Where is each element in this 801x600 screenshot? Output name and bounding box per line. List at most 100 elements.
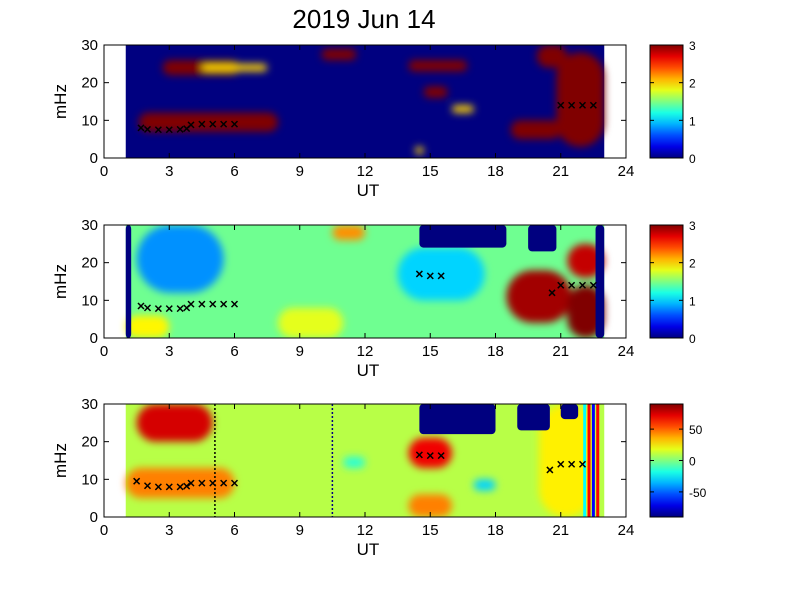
heatmap-blob-3	[408, 494, 452, 517]
series-point-stroke	[143, 125, 152, 133]
heatmap-blob-4	[473, 479, 496, 491]
series-point-stroke	[437, 272, 445, 280]
series-1	[415, 270, 445, 280]
heatmap-blob-1	[125, 468, 235, 499]
colorbar-tick-label: 2	[689, 257, 696, 271]
y-tick-label: 10	[81, 292, 98, 309]
heatmap-blob-6	[556, 52, 605, 147]
colorbar-tick-label: 1	[689, 114, 696, 128]
colorbar	[649, 44, 684, 159]
series-point-stroke	[198, 300, 206, 308]
heatmap-blob-1	[397, 247, 485, 301]
y-axis-label: mHz	[51, 443, 70, 478]
heatmap-blob-6	[539, 404, 594, 517]
heatmap-blob-0	[136, 404, 213, 442]
colorbar-tick-label: 0	[689, 152, 696, 166]
series-point-stroke	[437, 452, 445, 460]
y-tick-label: 30	[81, 217, 98, 234]
colorbar	[649, 224, 684, 339]
series-point-stroke	[230, 120, 239, 128]
y-tick-label: 20	[81, 75, 98, 92]
x-axis-label: UT	[357, 540, 380, 559]
y-tick-label: 10	[81, 471, 98, 488]
series-point-stroke	[137, 124, 145, 132]
no-data-region-1	[517, 404, 550, 431]
x-tick-label: 12	[357, 522, 374, 539]
heatmap-blob-3	[567, 285, 605, 338]
x-tick-label: 21	[552, 163, 569, 180]
x-tick-label: 9	[296, 522, 304, 539]
x-tick-label: 6	[230, 522, 238, 539]
heatmap	[125, 45, 605, 158]
x-tick-label: 3	[165, 343, 173, 360]
heatmap-blob-7	[278, 307, 344, 338]
series-point-stroke	[230, 479, 239, 487]
figure-title: 2019 Jun 14	[292, 4, 435, 34]
colorbar-tick-label: 2	[689, 77, 696, 91]
heatmap-blob-8	[452, 105, 474, 113]
y-tick-label: 30	[81, 396, 98, 413]
y-tick-label: 0	[90, 150, 98, 167]
series-point-stroke	[176, 483, 184, 491]
heatmap-blob-9	[415, 146, 424, 155]
x-tick-label: 24	[618, 522, 635, 539]
series-point-stroke	[220, 120, 228, 128]
heatmap-blob-5	[510, 120, 561, 140]
series-point-stroke	[546, 466, 554, 474]
x-tick-label: 6	[230, 163, 238, 180]
series-point-stroke	[589, 281, 597, 289]
series-point-stroke	[568, 460, 576, 468]
series-point-stroke	[589, 101, 597, 109]
series-point-stroke	[578, 460, 587, 468]
series-point-stroke	[154, 126, 162, 134]
heatmap-blobs	[125, 404, 594, 517]
x-tick-label: 15	[422, 343, 439, 360]
y-tick-label: 0	[90, 330, 98, 347]
heatmap-blob-4	[567, 243, 605, 278]
series-2	[548, 281, 597, 297]
series-point-stroke	[187, 479, 195, 487]
colorbar-tick-label: 3	[689, 39, 696, 53]
series-point-stroke	[143, 482, 152, 490]
series-point-stroke	[568, 101, 576, 109]
series-point-stroke	[143, 304, 152, 312]
no-data-region-0	[419, 404, 496, 435]
heatmap-blobs	[138, 45, 605, 155]
x-tick-label: 21	[552, 343, 569, 360]
x-tick-label: 18	[487, 343, 504, 360]
x-tick-label: 21	[552, 522, 569, 539]
series-point-stroke	[198, 479, 206, 487]
series-point-stroke	[415, 451, 423, 459]
series-point-stroke	[209, 479, 217, 487]
no-data-region-2	[560, 404, 579, 420]
no-data-region-2	[528, 225, 557, 252]
y-tick-label: 30	[81, 37, 98, 54]
series-2	[546, 460, 587, 474]
series-0	[133, 477, 239, 491]
series-point-stroke	[165, 126, 173, 134]
series-point-stroke	[548, 289, 556, 297]
x-tick-label: 18	[487, 522, 504, 539]
colorbar-tick-label: 0	[689, 455, 696, 469]
y-axis-label: mHz	[51, 84, 70, 119]
series-point-stroke	[209, 300, 217, 308]
series-point-stroke	[426, 452, 434, 460]
x-tick-label: 9	[296, 343, 304, 360]
x-tick-label: 15	[422, 522, 439, 539]
heatmap-blob-5	[332, 225, 365, 241]
heatmap-blob-6	[125, 315, 170, 338]
heatmap-blob-2	[321, 48, 357, 61]
x-tick-label: 0	[100, 522, 108, 539]
heatmap-blobs	[125, 225, 605, 338]
x-tick-label: 0	[100, 343, 108, 360]
y-tick-label: 10	[81, 112, 98, 129]
heatmap-blob-0	[138, 112, 278, 132]
no-data-region-0	[125, 225, 132, 338]
heatmap-blob-4	[423, 86, 448, 98]
heatmap-blob-0	[136, 225, 224, 293]
y-tick-label: 20	[81, 255, 98, 272]
series-point-stroke	[183, 482, 191, 490]
